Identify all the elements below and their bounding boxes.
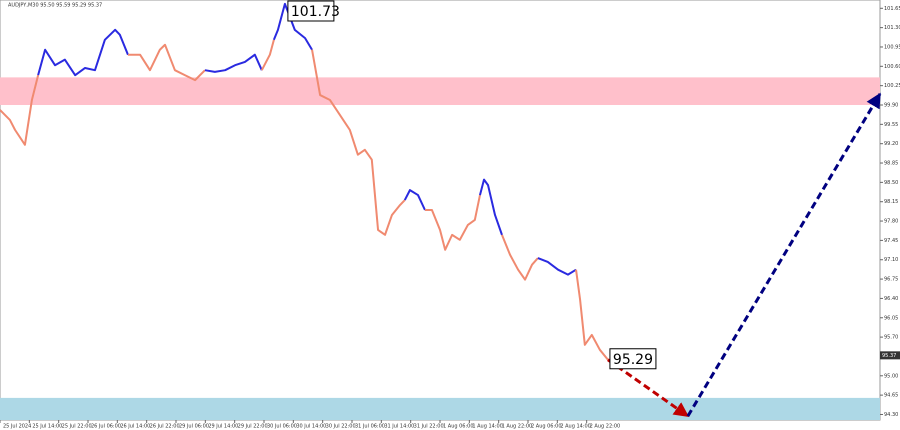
price-line [424,194,481,251]
y-tick-label: 97.45 [884,238,898,244]
y-tick-label: 96.05 [884,315,898,321]
x-tick-label: 26 Jul 22:00 [150,424,180,430]
y-tick-label: 101.65 [884,6,900,12]
symbol-info: AUDJPY,M30 95.50 95.59 95.29 95.37 [8,3,102,9]
x-tick-label: 29 Jul 14:00 [208,424,238,430]
y-tick-label: 95.00 [884,373,898,379]
y-tick-label: 101.30 [884,25,900,31]
price-line [0,74,40,146]
x-tick-label: 2 Aug 06:00 [531,424,562,430]
x-tick-label: 2 Aug 14:00 [560,424,591,430]
zone [0,397,880,420]
y-tick-label: 99.20 [884,141,898,147]
y-tick-label: 94.30 [884,412,898,418]
y-tick-label: 97.80 [884,219,898,225]
y-tick-label: 100.95 [884,44,900,50]
current-price-label: 95.37 [882,353,896,359]
price-line [204,53,263,73]
price-annotation: 101.73 [287,0,340,22]
x-tick-label: 30 Jul 06:00 [267,424,297,430]
y-tick-label: 99.55 [884,122,898,128]
plot-frame [0,0,881,421]
y-tick-label: 94.65 [884,393,898,399]
x-tick-label: 29 Jul 06:00 [179,424,209,430]
x-tick-label: 25 Jul 2024 [3,424,31,430]
y-tick-label: 99.90 [884,103,898,109]
y-tick-label: 100.60 [884,64,900,70]
y-tick-label: 98.50 [884,180,898,186]
x-tick-label: 25 Jul 14:00 [32,424,62,430]
y-tick-label: 96.75 [884,277,898,283]
forecast-arrow [686,92,882,417]
price-line [501,234,539,281]
y-tick-label: 98.85 [884,161,898,167]
annotation-box [609,348,657,370]
price-line [127,43,206,82]
price-line [575,269,609,361]
x-tick-label: 30 Jul 14:00 [296,424,326,430]
x-tick-label: 2 Aug 22:00 [590,424,621,430]
x-tick-label: 29 Jul 22:00 [238,424,268,430]
x-tick-label: 31 Jul 06:00 [355,424,385,430]
x-tick-label: 31 Jul 14:00 [384,424,414,430]
price-line [403,189,426,211]
y-tick-label: 97.10 [884,257,898,263]
annotation-label: 95.29 [613,352,653,368]
price-line [260,39,275,71]
x-tick-label: 26 Jul 06:00 [91,424,121,430]
annotation-label: 101.73 [291,4,340,20]
price-line [37,28,129,77]
y-tick-label: 100.25 [884,83,900,89]
x-tick-label: 31 Jul 22:00 [414,424,444,430]
price-line [478,178,503,236]
current-price-box [880,351,900,360]
x-tick-label: 30 Jul 22:00 [326,424,356,430]
y-tick-label: 98.15 [884,199,898,205]
zones [0,77,880,420]
plot: 101.73 95.29 [0,0,882,418]
x-tick-label: 1 Aug 14:00 [472,424,503,430]
zone [0,77,880,105]
x-tick-label: 25 Jul 22:00 [62,424,92,430]
x-tick-label: 1 Aug 22:00 [502,424,533,430]
x-tick-label: 1 Aug 06:00 [443,424,474,430]
x-tick-label: 26 Jul 14:00 [120,424,150,430]
y-tick-label: 95.70 [884,335,898,341]
price-line [537,257,577,276]
annotation-box [287,0,335,22]
price-annotation: 95.29 [609,348,657,370]
y-tick-label: 96.40 [884,296,898,302]
price-line [311,49,406,236]
